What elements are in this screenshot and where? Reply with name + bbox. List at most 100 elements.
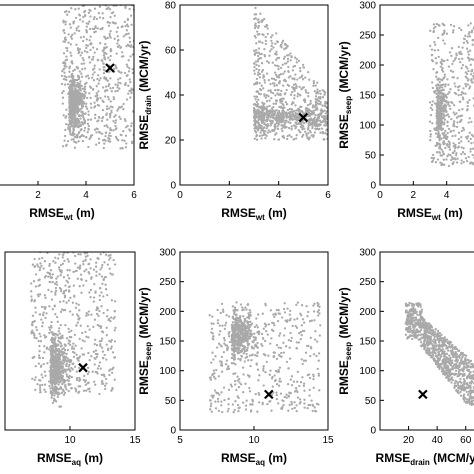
scatter-point — [289, 331, 292, 335]
scatter-point — [247, 359, 250, 362]
scatter-point — [119, 82, 122, 85]
scatter-point — [283, 78, 286, 81]
scatter-point — [60, 269, 63, 272]
scatter-point — [67, 123, 70, 127]
scatter-point — [83, 67, 87, 70]
scatter-point — [308, 114, 312, 117]
scatter-point — [75, 29, 78, 32]
scatter-point — [306, 103, 310, 107]
scatter-point — [49, 345, 52, 349]
scatter-point — [79, 117, 82, 120]
scatter-point — [455, 54, 458, 57]
scatter-point — [312, 377, 315, 381]
scatter-point — [301, 63, 305, 67]
scatter-point — [470, 142, 473, 145]
scatter-point — [233, 324, 236, 327]
scatter-point — [63, 139, 66, 142]
scatter-point — [257, 379, 260, 382]
scatter-point — [236, 351, 239, 354]
scatter-point — [67, 342, 70, 345]
scatter-point — [254, 22, 257, 25]
scatter-point — [102, 100, 105, 104]
scatter-point — [462, 41, 466, 44]
scatter-point — [440, 137, 443, 140]
scatter-point — [102, 17, 105, 20]
scatter-point — [454, 56, 457, 60]
scatter-point — [273, 138, 276, 141]
scatter-point — [71, 103, 75, 107]
scatter-point — [54, 372, 57, 375]
scatter-point — [471, 153, 474, 157]
scatter-point — [273, 374, 276, 377]
scatter-point — [80, 75, 84, 78]
scatter-point — [272, 77, 276, 81]
scatter-point — [76, 118, 80, 121]
scatter-point — [88, 8, 91, 12]
scatter-point — [276, 127, 280, 131]
x-tick-label: 4 — [83, 190, 89, 201]
scatter-point — [253, 332, 256, 335]
scatter-point — [312, 404, 315, 407]
scatter-point — [232, 350, 236, 354]
y-tick-label: 50 — [165, 396, 177, 407]
scatter-point — [468, 59, 471, 62]
scatter-point — [50, 348, 53, 351]
scatter-point — [453, 382, 456, 385]
scatter-point — [106, 293, 109, 297]
scatter-point — [294, 127, 297, 130]
scatter-point — [85, 389, 88, 392]
scatter-point — [75, 378, 79, 382]
scatter-point — [253, 24, 257, 27]
scatter-point — [307, 118, 311, 122]
scatter-point — [270, 77, 274, 80]
scatter-point — [63, 378, 66, 382]
scatter-point — [239, 358, 242, 361]
scatter-point — [35, 337, 38, 340]
scatter-point — [83, 85, 87, 88]
scatter-point — [68, 86, 71, 89]
scatter-point — [236, 379, 239, 382]
scatter-point — [39, 340, 43, 343]
scatter-point — [74, 269, 77, 273]
scatter-point — [88, 27, 92, 31]
scatter-point — [237, 385, 241, 389]
scatter-point — [65, 279, 68, 282]
scatter-point — [76, 357, 79, 360]
scatter-point — [444, 85, 447, 88]
scatter-point — [241, 401, 245, 404]
scatter-point — [303, 402, 306, 405]
scatter-point — [50, 298, 54, 301]
scatter-point — [81, 339, 84, 342]
scatter-point — [440, 58, 443, 61]
scatter-point — [262, 327, 265, 330]
scatter-point — [255, 82, 259, 85]
scatter-point — [247, 314, 251, 317]
scatter-point — [70, 347, 74, 350]
scatter-point — [470, 78, 473, 81]
scatter-point — [54, 336, 57, 339]
scatter-point — [112, 67, 116, 70]
scatter-point — [429, 29, 432, 32]
scatter-point — [242, 391, 245, 394]
scatter-point — [227, 403, 230, 406]
scatter-point — [114, 124, 117, 128]
scatter-point — [72, 347, 76, 350]
scatter-point — [316, 114, 319, 117]
scatter-point — [83, 380, 87, 383]
scatter-point — [106, 95, 110, 99]
scatter-point — [298, 93, 302, 96]
scatter-point — [296, 390, 299, 394]
scatter-point — [268, 50, 272, 53]
scatter-point — [268, 99, 271, 102]
scatter-point — [234, 400, 237, 403]
scatter-point — [311, 106, 314, 109]
x-tick-label: 15 — [129, 435, 141, 446]
scatter-point — [111, 367, 114, 371]
scatter-point — [85, 46, 88, 50]
scatter-point — [221, 308, 225, 311]
scatter-point — [312, 373, 315, 376]
scatter-point — [279, 98, 282, 101]
scatter-point — [83, 112, 86, 115]
